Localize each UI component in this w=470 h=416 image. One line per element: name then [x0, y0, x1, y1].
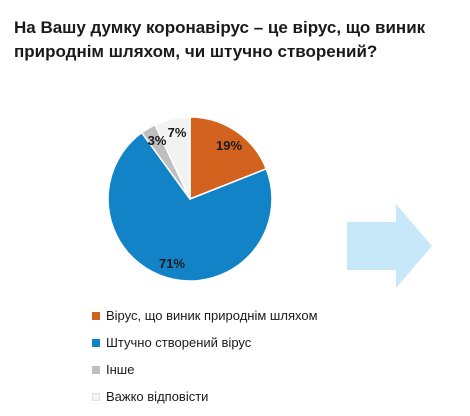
- legend-label: Інше: [106, 362, 135, 377]
- legend-swatch: [92, 338, 100, 347]
- legend-item: Інше: [92, 356, 318, 383]
- legend-swatch: [92, 392, 100, 401]
- legend-item: Вірус, що виник природнім шляхом: [92, 302, 318, 329]
- pie-slice: [189, 116, 268, 201]
- pie-slices: [107, 116, 273, 282]
- pie-slice: [107, 131, 273, 282]
- legend-swatch: [92, 311, 100, 320]
- slice-value-label: 71%: [159, 256, 185, 271]
- slice-value-label: 7%: [168, 125, 187, 140]
- legend-item: Штучно створений вірус: [92, 329, 318, 356]
- chart-title: На Вашу думку коронавірус – це вірус, що…: [14, 18, 426, 61]
- legend-label: Штучно створений вірус: [106, 335, 252, 350]
- legend-label: Важко відповісти: [106, 389, 209, 404]
- legend-item: Важко відповісти: [92, 383, 318, 410]
- legend-label: Вірус, що виник природнім шляхом: [106, 308, 318, 323]
- legend-swatch: [92, 365, 100, 374]
- right-arrow-icon: [347, 204, 432, 288]
- pie-slice-labels: 19% 71% 3%7%: [148, 125, 243, 271]
- slice-value-label: 19%: [216, 138, 242, 153]
- pie-slice: [154, 116, 191, 200]
- slice-value-label: 3%: [148, 133, 167, 148]
- legend: Вірус, що виник природнім шляхом Штучно …: [92, 302, 318, 410]
